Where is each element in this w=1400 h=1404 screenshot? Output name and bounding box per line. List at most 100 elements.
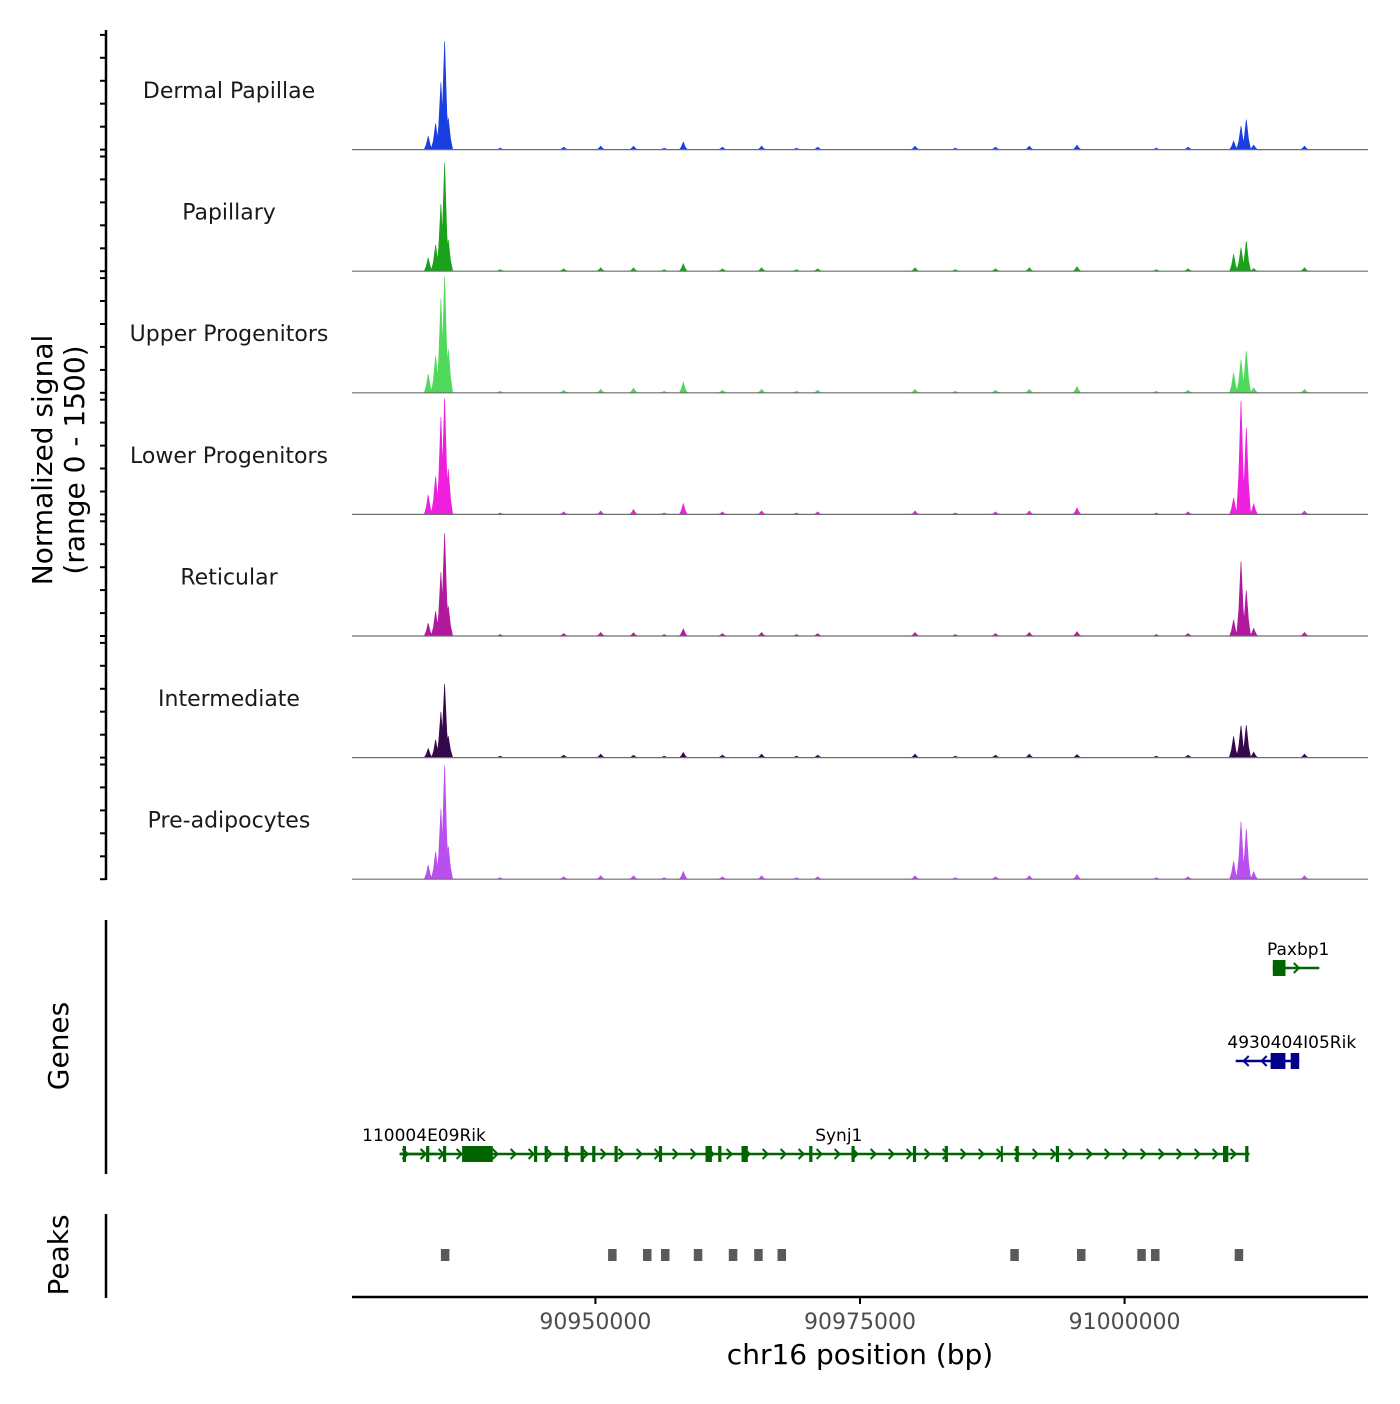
coverage-tracks: Dermal Papillae Papillary Upper Progenitor… — [100, 30, 1368, 881]
peak-region — [1077, 1249, 1086, 1261]
strand-arrow — [1103, 1148, 1112, 1160]
strand-arrow — [923, 1148, 932, 1160]
strand-arrow — [527, 1148, 536, 1160]
exon — [1015, 1146, 1019, 1162]
exon — [944, 1146, 948, 1162]
strand-arrow — [545, 1148, 554, 1160]
peak-region — [643, 1249, 652, 1261]
strand-arrow — [1229, 1148, 1238, 1160]
strand-arrow — [959, 1148, 968, 1160]
peak-region — [777, 1249, 786, 1261]
strand-arrow — [779, 1148, 788, 1160]
coverage-area — [352, 683, 1368, 758]
strand-arrow — [887, 1148, 896, 1160]
peak-region — [608, 1249, 617, 1261]
exon — [1290, 1053, 1300, 1069]
gene-label: 110004E09Rik — [362, 1126, 486, 1146]
exon — [592, 1146, 596, 1162]
strand-arrow — [419, 1148, 428, 1160]
genes-axis-title: Genes — [42, 1002, 75, 1090]
peak-region — [440, 1249, 450, 1261]
y-axis-title-line2: (range 0 - 1500) — [58, 345, 91, 574]
peak-region — [661, 1249, 670, 1261]
strand-arrow — [797, 1148, 806, 1160]
exon — [1272, 960, 1286, 976]
peak-region — [1137, 1249, 1146, 1261]
exon — [580, 1146, 584, 1162]
peak-region — [1234, 1249, 1244, 1261]
strand-arrow — [1293, 962, 1301, 974]
peaks-axis-title: Peaks — [42, 1214, 75, 1295]
y-axis-title: Normalized signal (range 0 - 1500) — [26, 335, 91, 586]
strand-arrow — [1175, 1148, 1184, 1160]
x-axis-title: chr16 position (bp) — [727, 1338, 993, 1371]
exon — [544, 1146, 548, 1162]
strand-arrow — [581, 1148, 590, 1160]
track-label: Pre-adipocytes — [148, 809, 311, 834]
exon — [1000, 1146, 1003, 1162]
exon — [705, 1146, 712, 1162]
track-label: Papillary — [182, 201, 276, 226]
strand-arrow — [1242, 1055, 1250, 1067]
gene-label: Paxbp1 — [1267, 940, 1329, 960]
exon — [809, 1146, 813, 1162]
peak-region — [1151, 1249, 1160, 1261]
x-tick-label: 90950000 — [539, 1310, 651, 1335]
exon — [443, 1146, 447, 1162]
strand-arrow — [671, 1148, 680, 1160]
strand-arrow — [815, 1148, 824, 1160]
strand-arrow — [635, 1148, 644, 1160]
x-tick-label: 90975000 — [804, 1310, 916, 1335]
exon — [462, 1146, 493, 1162]
gene-label: Synj1 — [815, 1126, 862, 1146]
exon — [564, 1146, 568, 1162]
exon — [741, 1146, 748, 1162]
peaks-track — [104, 1214, 1244, 1298]
y-axis-title-line1: Normalized signal — [26, 335, 59, 586]
x-tick-label: 91000000 — [1069, 1310, 1181, 1335]
exon — [614, 1146, 618, 1162]
coverage-area — [352, 162, 1368, 272]
strand-arrow — [1121, 1148, 1130, 1160]
exon — [851, 1146, 855, 1162]
coverage-area — [352, 276, 1368, 394]
exon — [658, 1146, 663, 1162]
strand-arrow — [761, 1148, 770, 1160]
strand-arrow — [509, 1148, 518, 1160]
peak-region — [754, 1249, 763, 1261]
track-label: Dermal Papillae — [143, 79, 315, 104]
track-label: Upper Progenitors — [130, 322, 329, 347]
strand-arrow — [491, 1148, 500, 1160]
track-label: Reticular — [180, 565, 278, 590]
strand-arrow — [1031, 1148, 1040, 1160]
strand-arrow — [689, 1148, 698, 1160]
coverage-area — [352, 765, 1368, 880]
gene-annotation-track: Paxbp1 4930404I05Rik Synj1 110004E09Rik — [104, 920, 1356, 1174]
exon — [1223, 1146, 1229, 1162]
strand-arrow — [905, 1148, 914, 1160]
exon — [1245, 1146, 1249, 1162]
strand-arrow — [725, 1148, 734, 1160]
strand-arrow — [977, 1148, 986, 1160]
peak-region — [1010, 1249, 1019, 1261]
strand-arrow — [455, 1148, 464, 1160]
track-label: Lower Progenitors — [130, 444, 328, 469]
strand-arrow — [1085, 1148, 1094, 1160]
strand-arrow — [617, 1148, 626, 1160]
strand-arrow — [401, 1148, 410, 1160]
exon — [1055, 1146, 1059, 1162]
peak-region — [728, 1249, 738, 1261]
strand-arrow — [1211, 1148, 1220, 1160]
gene-label: 4930404I05Rik — [1227, 1033, 1356, 1053]
strand-arrow — [1139, 1148, 1148, 1160]
exon — [718, 1146, 722, 1162]
track-label: Intermediate — [158, 687, 300, 712]
x-axis: 90950000 90975000 91000000 — [352, 1295, 1368, 1335]
peak-region — [693, 1249, 703, 1261]
strand-arrow — [1049, 1148, 1058, 1160]
coverage-area — [352, 533, 1368, 637]
exon — [534, 1146, 538, 1162]
strand-arrow — [1157, 1148, 1166, 1160]
